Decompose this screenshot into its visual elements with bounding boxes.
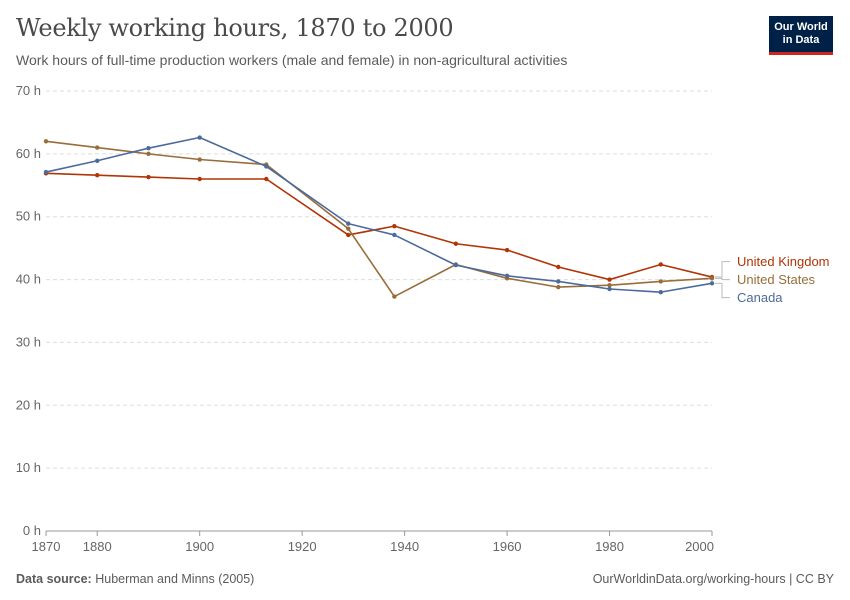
series-layer (43, 135, 715, 299)
x-tick-label: 2000 (685, 539, 714, 554)
data-point-united-states[interactable] (556, 284, 561, 290)
data-point-canada[interactable] (346, 221, 351, 226)
x-tick-label: 1940 (390, 539, 419, 554)
x-tick-label: 1980 (595, 539, 624, 554)
data-point-united-states[interactable] (197, 157, 202, 162)
data-point-canada[interactable] (95, 158, 100, 163)
legend-connector-united-states (715, 277, 730, 281)
x-tick-label: 1960 (493, 539, 522, 554)
data-point-united-kingdom[interactable] (95, 173, 100, 178)
y-tick-label: 70 h (16, 83, 41, 98)
data-point-united-states[interactable] (346, 226, 351, 231)
data-point-canada[interactable] (43, 169, 49, 175)
y-tick-label: 40 h (16, 272, 41, 287)
data-point-united-states[interactable] (95, 145, 100, 150)
data-source-label: Data source: (16, 572, 92, 586)
series-line-canada[interactable] (45, 136, 713, 293)
data-point-united-kingdom[interactable] (197, 176, 202, 182)
axis-layer: 0 h 10 h 20 h 30 h 40 h 50 h 60 h 70 h 1870 1880 1… (16, 83, 714, 554)
legend-label-canada[interactable]: Canada (737, 290, 783, 305)
data-point-united-kingdom[interactable] (264, 176, 269, 182)
x-tick-label: 1920 (288, 539, 317, 554)
y-tick-label: 50 h (16, 209, 41, 224)
data-point-united-kingdom[interactable] (146, 174, 151, 180)
y-tick-label: 10 h (16, 460, 41, 475)
data-point-united-states[interactable] (607, 283, 612, 288)
y-tick-label: 0 h (23, 523, 41, 538)
owid-logo[interactable]: Our World in Data (769, 16, 833, 55)
data-point-canada[interactable] (453, 262, 459, 268)
x-tick-label: 1880 (83, 539, 112, 554)
data-point-united-kingdom[interactable] (556, 264, 561, 270)
y-tick-label: 30 h (16, 334, 41, 349)
data-point-canada[interactable] (709, 281, 715, 286)
x-tick-label: 1900 (185, 539, 214, 554)
data-point-canada[interactable] (146, 146, 151, 151)
chart-subtitle: Work hours of full-time production worke… (16, 52, 568, 68)
data-point-united-states[interactable] (658, 279, 663, 284)
data-point-united-states[interactable] (709, 276, 715, 281)
data-point-united-states[interactable] (392, 294, 397, 299)
x-tick-label: 1870 (32, 539, 61, 554)
y-tick-label: 20 h (16, 397, 41, 412)
legend-labels: United Kingdom United States Canada (715, 254, 830, 305)
data-source-text: Huberman and Minns (2005) (95, 572, 255, 586)
legend-connector-canada (715, 282, 730, 299)
data-point-united-kingdom[interactable] (607, 277, 612, 282)
legend-label-united-kingdom[interactable]: United Kingdom (737, 254, 830, 269)
data-point-canada[interactable] (504, 273, 510, 278)
data-point-united-states[interactable] (43, 139, 49, 144)
legend-label-united-states[interactable]: United States (737, 272, 816, 287)
logo-line-2: in Data (782, 34, 820, 46)
chart-title: Weekly working hours, 1870 to 2000 (16, 14, 454, 42)
data-point-united-states[interactable] (146, 151, 151, 157)
data-point-united-kingdom[interactable] (392, 223, 397, 229)
legend-connector-united-kingdom (715, 261, 730, 278)
data-point-canada[interactable] (264, 164, 269, 169)
data-point-canada[interactable] (658, 289, 663, 295)
data-point-canada[interactable] (197, 135, 202, 140)
data-point-united-kingdom[interactable] (453, 241, 459, 246)
data-point-canada[interactable] (607, 286, 612, 292)
logo-line-1: Our World (774, 21, 828, 33)
data-point-united-kingdom[interactable] (658, 262, 663, 267)
data-point-united-kingdom[interactable] (346, 232, 351, 238)
data-point-canada[interactable] (556, 279, 561, 284)
source-url-link[interactable]: OurWorldinData.org/working-hours | CC BY (592, 572, 834, 586)
series-line-united-kingdom[interactable] (45, 172, 713, 281)
y-tick-label: 60 h (16, 146, 41, 161)
series-line-united-states[interactable] (45, 140, 713, 298)
data-source: Data source: Huberman and Minns (2005) (16, 572, 254, 586)
data-point-canada[interactable] (392, 232, 397, 238)
data-point-united-kingdom[interactable] (504, 247, 510, 253)
grid-layer (46, 90, 712, 532)
